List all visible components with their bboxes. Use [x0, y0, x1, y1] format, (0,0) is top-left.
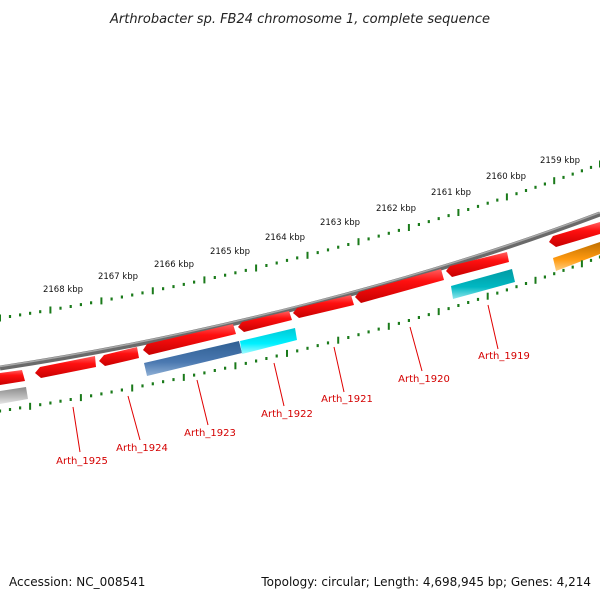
gene-label-arth-1923[interactable]: Arth_1923: [184, 428, 236, 439]
genome-summary-text: Topology: circular; Length: 4,698,945 bp…: [260, 575, 591, 589]
gene-label-arth-1920[interactable]: Arth_1920: [398, 374, 450, 385]
gene-label-arth-1924[interactable]: Arth_1924: [116, 443, 168, 454]
forward-strand-genes: [0, 222, 600, 385]
gene-label-arth-1921[interactable]: Arth_1921: [321, 394, 373, 405]
label-leaders: [72, 304, 499, 453]
gene-box-teal[interactable]: [451, 269, 515, 299]
gene-arrow-partial-right[interactable]: [549, 222, 600, 247]
gene-arrow-arth-1924[interactable]: [99, 347, 139, 366]
scale-label-2162: 2162 kbp: [376, 204, 416, 214]
reverse-strand-genes: [0, 242, 600, 404]
gene-labels: Arth_1925 Arth_1924 Arth_1923 Arth_1922 …: [56, 351, 530, 467]
scale-label-2164: 2164 kbp: [265, 233, 305, 243]
gene-arrow-arth-1921[interactable]: [293, 295, 354, 318]
scale-label-2161: 2161 kbp: [431, 188, 471, 198]
gene-box-grey[interactable]: [0, 387, 28, 404]
gene-arrow-partial-left[interactable]: [0, 370, 25, 385]
scale-label-2159: 2159 kbp: [540, 156, 580, 166]
inner-scale-ticks: [0, 255, 600, 413]
gene-label-arth-1919[interactable]: Arth_1919: [478, 351, 530, 362]
gene-arrow-arth-1922[interactable]: [238, 311, 292, 332]
scale-label-2163: 2163 kbp: [320, 218, 360, 228]
gene-arrow-arth-1919[interactable]: [446, 252, 509, 277]
chromosome-backbone: [0, 211, 600, 371]
scale-label-2166: 2166 kbp: [154, 260, 194, 270]
gene-label-arth-1922[interactable]: Arth_1922: [261, 409, 313, 420]
gene-arrow-arth-1923[interactable]: [143, 324, 236, 355]
scale-label-2167: 2167 kbp: [98, 272, 138, 282]
gene-box-orange[interactable]: [553, 242, 600, 271]
scale-label-2160: 2160 kbp: [486, 172, 526, 182]
map-title: Arthrobacter sp. FB24 chromosome 1, comp…: [109, 12, 490, 27]
gene-arrow-arth-1920[interactable]: [355, 269, 444, 303]
outer-scale-ticks: [0, 160, 600, 322]
gene-box-cyan[interactable]: [240, 328, 297, 354]
gene-arrow-arth-1925[interactable]: [35, 356, 96, 378]
accession-text: Accession: NC_008541: [9, 575, 145, 589]
gene-label-arth-1925[interactable]: Arth_1925: [56, 456, 108, 467]
scale-label-2165: 2165 kbp: [210, 247, 250, 257]
scale-label-2168: 2168 kbp: [43, 285, 83, 295]
gene-box-blue[interactable]: [144, 341, 242, 376]
scale-labels: 2168 kbp 2167 kbp 2166 kbp 2165 kbp 2164…: [43, 156, 580, 295]
